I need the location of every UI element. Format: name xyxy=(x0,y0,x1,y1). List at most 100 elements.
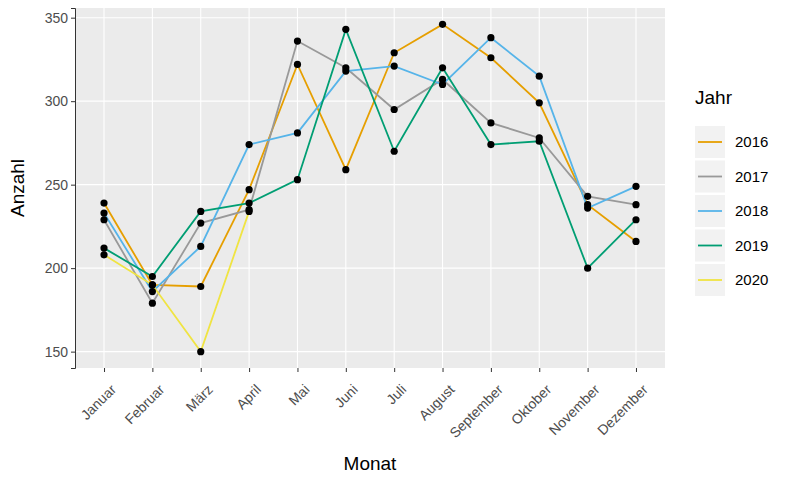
y-tick-label: 200 xyxy=(45,260,69,276)
point xyxy=(197,283,204,290)
panel-background xyxy=(75,8,665,368)
point xyxy=(536,99,543,106)
point xyxy=(584,204,591,211)
x-tick: März xyxy=(182,368,215,415)
legend-label: 2016 xyxy=(735,133,768,150)
x-tick-label: Juli xyxy=(383,381,409,407)
point xyxy=(632,183,639,190)
point xyxy=(149,273,156,280)
y-tick: 250 xyxy=(45,177,75,193)
x-tick-label: Juni xyxy=(331,381,360,410)
point xyxy=(439,21,446,28)
x-tick-mark xyxy=(152,368,153,372)
x-tick-label: April xyxy=(233,381,264,412)
grid-line xyxy=(200,8,201,368)
grid-line xyxy=(442,8,443,368)
point xyxy=(439,81,446,88)
legend-swatch xyxy=(698,176,722,178)
point xyxy=(439,64,446,71)
x-tick: September xyxy=(446,368,506,441)
point xyxy=(487,119,494,126)
point xyxy=(536,73,543,80)
legend-label: 2019 xyxy=(735,237,768,254)
x-axis-line xyxy=(76,369,666,373)
y-tick-mark xyxy=(71,268,75,269)
point xyxy=(100,209,107,216)
x-tick-label: August xyxy=(415,381,457,423)
y-tick-label: 300 xyxy=(45,93,69,109)
x-tick-mark xyxy=(394,368,395,372)
point xyxy=(245,186,252,193)
chart: 150200250300350JanuarFebruarMärzAprilMai… xyxy=(0,0,800,486)
x-tick-mark xyxy=(297,368,298,372)
grid-line xyxy=(539,8,540,368)
point xyxy=(342,166,349,173)
point xyxy=(632,216,639,223)
y-tick: 200 xyxy=(45,260,75,276)
y-tick-label: 350 xyxy=(45,10,69,26)
y-tick-mark xyxy=(71,352,75,353)
x-tick-label: Mai xyxy=(285,381,312,408)
y-tick: 300 xyxy=(45,93,75,109)
grid-line xyxy=(152,8,153,368)
x-tick-label: Oktober xyxy=(508,381,555,428)
y-axis: 150200250300350 xyxy=(45,9,76,369)
legend-swatch xyxy=(698,245,722,247)
y-tick-mark xyxy=(71,101,75,102)
grid-line xyxy=(75,17,665,18)
x-tick: Januar xyxy=(77,368,119,423)
point xyxy=(342,68,349,75)
legend-label: 2017 xyxy=(735,168,768,185)
point xyxy=(391,106,398,113)
point xyxy=(197,219,204,226)
x-tick-mark xyxy=(539,368,540,372)
plot: 150200250300350JanuarFebruarMärzAprilMai… xyxy=(45,8,666,441)
series-line xyxy=(104,41,636,303)
legend-key xyxy=(695,195,725,227)
y-axis-title: Anzahl xyxy=(7,159,28,217)
grid-line xyxy=(587,8,588,368)
series-line xyxy=(104,29,636,276)
point xyxy=(245,199,252,206)
x-tick-label: März xyxy=(182,381,215,414)
legend: Jahr20162017201820192020 xyxy=(695,87,768,296)
point xyxy=(391,63,398,70)
point xyxy=(100,216,107,223)
grid-line xyxy=(75,351,665,352)
y-tick-mark xyxy=(71,18,75,19)
x-tick-mark xyxy=(443,368,444,372)
grid-line xyxy=(75,268,665,269)
x-axis-title: Monat xyxy=(344,453,398,474)
x-tick-label: November xyxy=(546,381,603,438)
x-tick-mark xyxy=(491,368,492,372)
legend-key xyxy=(695,264,725,296)
x-tick-label: Januar xyxy=(77,381,119,423)
point xyxy=(245,141,252,148)
point xyxy=(632,238,639,245)
legend-label: 2020 xyxy=(735,271,768,288)
x-tick-mark xyxy=(346,368,347,372)
series-line xyxy=(104,38,636,292)
point xyxy=(294,37,301,44)
point xyxy=(100,251,107,258)
legend-label: 2018 xyxy=(735,202,768,219)
point xyxy=(294,61,301,68)
point xyxy=(100,199,107,206)
x-axis: JanuarFebruarMärzAprilMaiJuniJuliAugustS… xyxy=(76,368,666,441)
legend-swatch xyxy=(698,210,722,212)
x-tick: April xyxy=(233,368,264,412)
grid-line xyxy=(103,8,104,368)
x-tick-label: Dezember xyxy=(594,381,651,438)
x-tick-mark xyxy=(104,368,105,372)
grid-line xyxy=(75,101,665,102)
legend-key xyxy=(695,161,725,193)
point xyxy=(149,281,156,288)
legend-swatch xyxy=(698,279,722,281)
x-tick: Juli xyxy=(383,368,409,407)
x-tick-mark xyxy=(201,368,202,372)
y-axis-line xyxy=(71,9,76,369)
legend-key xyxy=(695,126,725,158)
data-layer xyxy=(100,21,639,355)
point xyxy=(391,148,398,155)
grid-line xyxy=(490,8,491,368)
